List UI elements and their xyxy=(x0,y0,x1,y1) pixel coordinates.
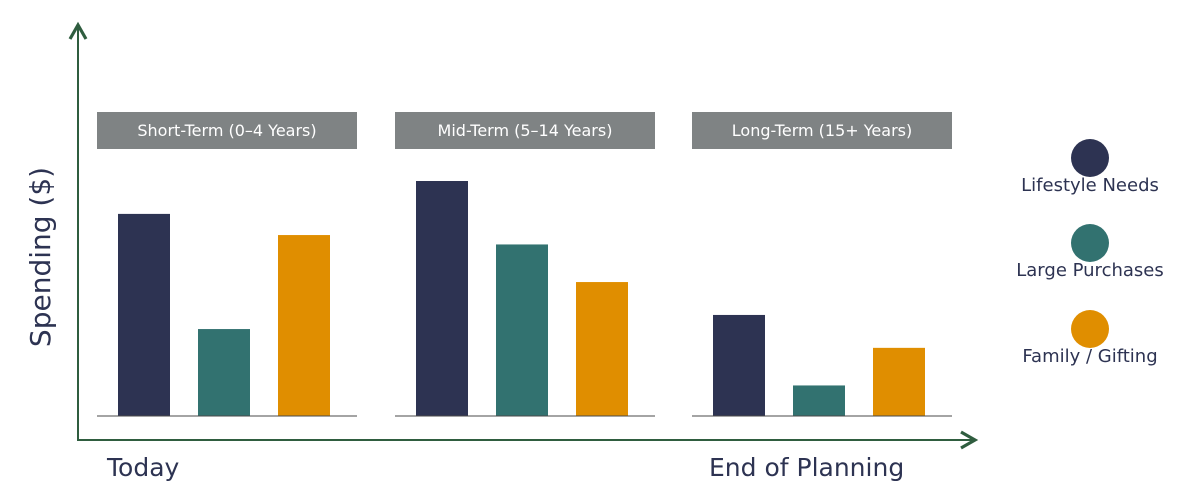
group-label-box xyxy=(395,112,655,149)
legend-label: Family / Gifting xyxy=(1022,346,1157,367)
legend-label: Large Purchases xyxy=(1016,260,1163,281)
y-axis-label: Spending ($) xyxy=(24,167,57,347)
group-label-box xyxy=(692,112,952,149)
bar-group: Mid-Term (5–14 Years) xyxy=(395,112,655,417)
legend-item: Large Purchases xyxy=(1016,224,1164,281)
x-axis-end-label: End of Planning xyxy=(709,453,904,482)
x-axis-start-label: Today xyxy=(106,453,180,482)
bar xyxy=(713,314,765,416)
bar xyxy=(416,181,468,416)
bar-group: Short-Term (0–4 Years) xyxy=(97,112,357,417)
bar xyxy=(198,329,250,416)
bar xyxy=(118,213,170,416)
legend-swatch xyxy=(1071,224,1109,262)
bar-group: Long-Term (15+ Years) xyxy=(692,112,952,417)
legend-swatch xyxy=(1071,310,1109,348)
bar xyxy=(496,244,548,416)
group-label: Mid-Term (5–14 Years) xyxy=(438,121,613,140)
legend: Lifestyle Needs Large Purchases Family / G… xyxy=(1016,139,1164,367)
group-label: Long-Term (15+ Years) xyxy=(732,121,912,140)
bar xyxy=(576,282,628,416)
legend-item: Family / Gifting xyxy=(1022,310,1158,367)
group-label: Short-Term (0–4 Years) xyxy=(137,121,316,140)
legend-item: Lifestyle Needs xyxy=(1021,139,1159,196)
legend-swatch xyxy=(1071,139,1109,177)
legend-label: Lifestyle Needs xyxy=(1021,175,1159,196)
bar xyxy=(873,347,925,416)
group-label-box xyxy=(97,112,357,149)
bar xyxy=(793,385,845,416)
bar xyxy=(278,235,330,416)
